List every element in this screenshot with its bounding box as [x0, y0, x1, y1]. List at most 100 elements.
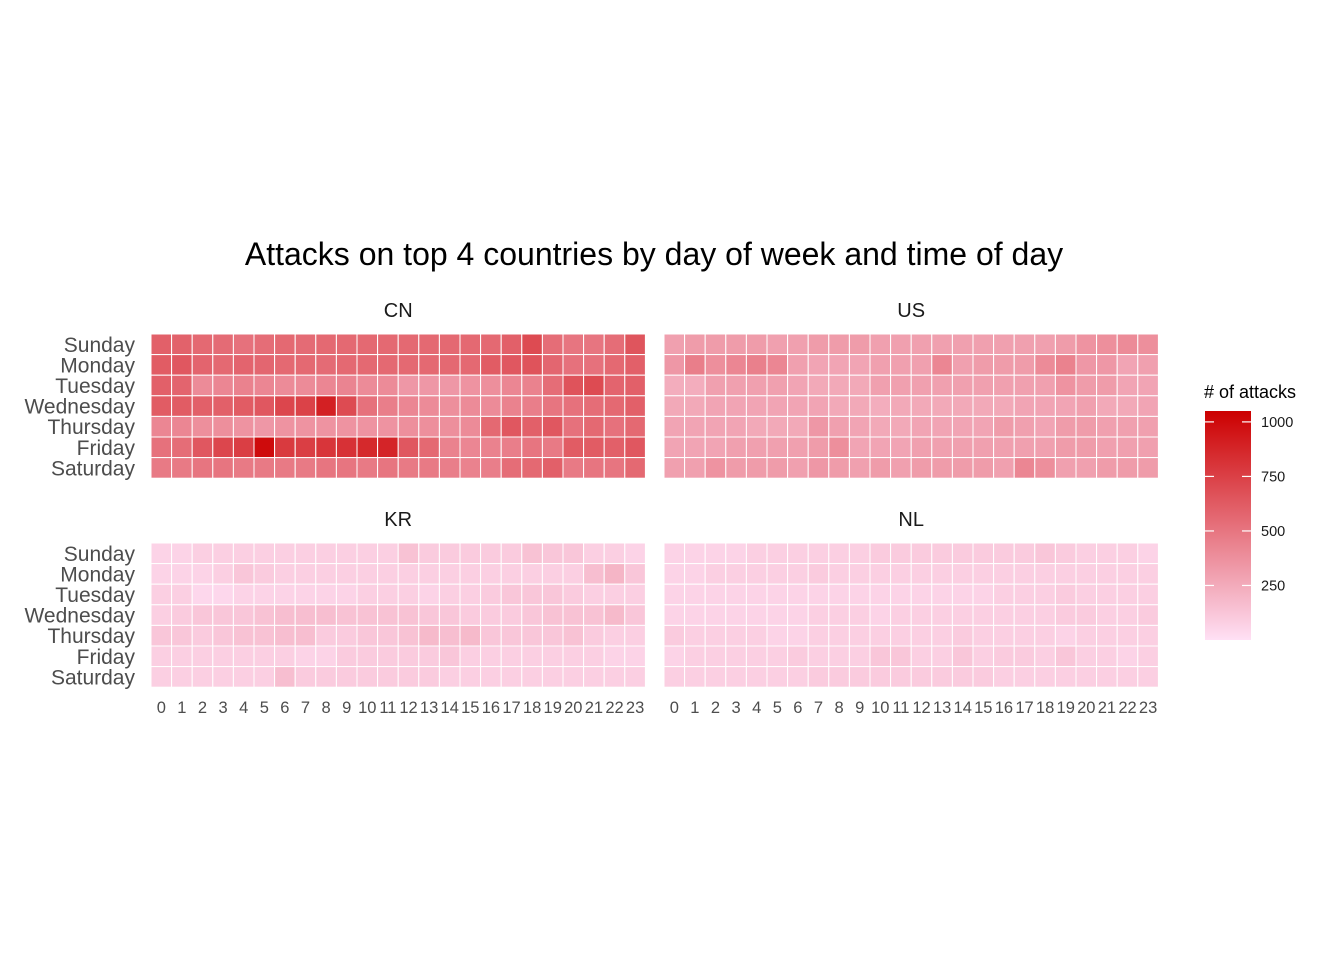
heatmap-cell: [1096, 563, 1118, 585]
heatmap-cell: [787, 583, 809, 606]
heatmap-cell: [1054, 333, 1077, 356]
x-tick-label: 4: [239, 699, 248, 717]
heatmap-cell: [972, 583, 995, 606]
heatmap-cell: [274, 333, 296, 356]
heatmap-cell: [910, 354, 933, 376]
heatmap-cell: [890, 604, 912, 626]
heatmap-cell: [1096, 645, 1118, 668]
heatmap-cell: [624, 395, 646, 417]
heatmap-cell: [603, 666, 626, 688]
heatmap-cell: [1034, 333, 1056, 356]
heatmap-cell: [993, 604, 1015, 626]
heatmap-cell: [828, 604, 850, 626]
heatmap-cell: [931, 457, 953, 479]
heatmap-cell: [725, 604, 747, 626]
heatmap-cell: [191, 354, 214, 376]
heatmap-cell: [704, 645, 727, 668]
x-tick-label: 9: [342, 699, 351, 717]
heatmap-cell: [500, 374, 523, 397]
heatmap-cell: [212, 436, 234, 459]
y-tick-label: Sunday: [64, 543, 136, 566]
heatmap-cell: [150, 645, 173, 668]
heatmap-cell: [356, 333, 379, 356]
heatmap-cell: [232, 354, 255, 376]
heatmap-cell: [521, 666, 543, 688]
heatmap-cell: [1013, 415, 1036, 438]
heatmap-cell: [315, 395, 337, 417]
heatmap-cell: [274, 542, 296, 565]
x-tick-label: 5: [773, 699, 782, 717]
heatmap-cell: [787, 563, 809, 585]
heatmap-cell: [1054, 645, 1077, 668]
heatmap-cell: [951, 604, 974, 626]
heatmap-cell: [562, 624, 585, 647]
heatmap-cell: [787, 542, 809, 565]
heatmap-cell: [253, 436, 276, 459]
legend-tick-label: 1000: [1261, 415, 1293, 431]
heatmap-cell: [562, 457, 585, 479]
heatmap-cell: [562, 563, 585, 585]
heatmap-cell: [294, 436, 317, 459]
heatmap-cell: [725, 395, 747, 417]
heatmap-cell: [1137, 583, 1159, 606]
heatmap-cell: [972, 666, 995, 688]
heatmap-cell: [704, 542, 727, 565]
y-tick-label: Saturday: [51, 666, 136, 689]
heatmap-cell: [766, 604, 789, 626]
heatmap-cell: [807, 333, 830, 356]
heatmap-cell: [624, 542, 646, 565]
heatmap-cell: [663, 645, 686, 668]
heatmap-cell: [828, 415, 850, 438]
x-tick-label: 3: [219, 699, 228, 717]
heatmap-cell: [521, 395, 543, 417]
heatmap-cell: [972, 436, 995, 459]
x-tick-label: 12: [912, 699, 930, 717]
heatmap-cell: [828, 583, 850, 606]
y-tick-label: Wednesday: [24, 396, 135, 419]
heatmap-cell: [212, 624, 234, 647]
heatmap-cell: [1075, 395, 1098, 417]
x-tick-label: 19: [544, 699, 562, 717]
heatmap-cell: [787, 645, 809, 668]
heatmap-cell: [1034, 354, 1056, 376]
x-tick-label: 8: [835, 699, 844, 717]
heatmap-cell: [191, 563, 214, 585]
heatmap-cell: [335, 645, 358, 668]
heatmap-cell: [335, 415, 358, 438]
legend-tick-label: 750: [1261, 469, 1285, 485]
heatmap-cell: [745, 354, 768, 376]
heatmap-cell: [869, 415, 892, 438]
x-tick-label: 21: [585, 699, 603, 717]
heatmap-cell: [438, 374, 461, 397]
heatmap-cell: [480, 395, 502, 417]
heatmap-cell: [459, 436, 482, 459]
heatmap-cell: [171, 333, 193, 356]
heatmap-cell: [253, 457, 276, 479]
heatmap-cell: [232, 374, 255, 397]
heatmap-cell: [459, 645, 482, 668]
heatmap-cell: [684, 374, 706, 397]
heatmap-cell: [356, 666, 379, 688]
heatmap-cell: [766, 395, 789, 417]
heatmap-cell: [232, 583, 255, 606]
heatmap-cell: [603, 415, 626, 438]
heatmap-cell: [684, 583, 706, 606]
heatmap-cell: [356, 374, 379, 397]
heatmap-cell: [704, 354, 727, 376]
heatmap-cell: [951, 624, 974, 647]
heatmap-cell: [294, 415, 317, 438]
heatmap-cell: [910, 415, 933, 438]
heatmap-cell: [500, 354, 523, 376]
heatmap-cell: [1013, 354, 1036, 376]
heatmap-cell: [253, 374, 276, 397]
heatmap-cell: [704, 436, 727, 459]
heatmap-cell: [583, 333, 605, 356]
heatmap-cell: [253, 645, 276, 668]
panel-strip-label: KR: [384, 509, 412, 531]
heatmap-cell: [418, 415, 440, 438]
heatmap-cell: [1034, 542, 1056, 565]
heatmap-cell: [704, 563, 727, 585]
heatmap-cell: [725, 436, 747, 459]
heatmap-cell: [624, 415, 646, 438]
